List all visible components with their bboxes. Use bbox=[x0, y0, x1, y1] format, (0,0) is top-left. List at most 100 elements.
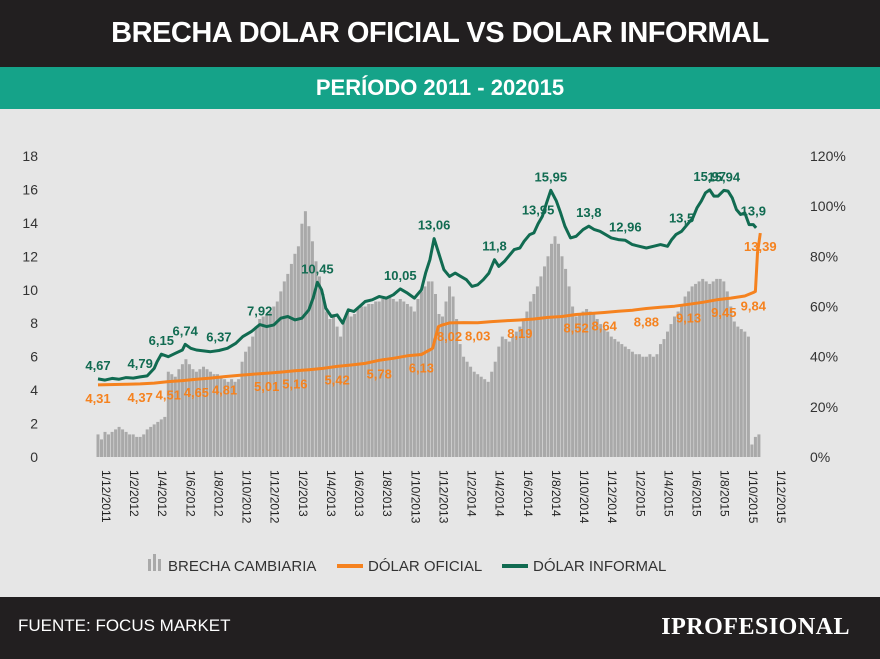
brecha-bar bbox=[177, 369, 181, 457]
brecha-bar bbox=[261, 316, 265, 457]
y-axis-left-tick-label: 4 bbox=[30, 382, 38, 398]
brecha-bar bbox=[318, 276, 321, 457]
source-text: FUENTE: FOCUS MARKET bbox=[18, 616, 231, 635]
informal-data-label: 4,79 bbox=[128, 356, 153, 371]
brecha-bar bbox=[444, 301, 448, 457]
brecha-bar bbox=[722, 281, 726, 457]
brecha-bar bbox=[194, 371, 198, 457]
brecha-bar bbox=[697, 281, 701, 457]
informal-data-label: 7,92 bbox=[247, 304, 272, 319]
y-axis-left-tick-label: 14 bbox=[22, 215, 38, 231]
y-axis-right-tick-label: 20% bbox=[810, 399, 838, 415]
brecha-bar bbox=[353, 314, 357, 457]
brecha-bar bbox=[514, 331, 518, 457]
brecha-bar bbox=[293, 253, 297, 457]
x-axis-tick-label: 1/4/2014 bbox=[493, 470, 507, 517]
brecha-bar bbox=[521, 319, 525, 457]
brecha-bar bbox=[332, 314, 335, 457]
brecha-bar bbox=[258, 319, 262, 457]
brecha-bar bbox=[564, 268, 568, 457]
brecha-bar bbox=[574, 316, 578, 457]
brecha-bar bbox=[750, 444, 754, 457]
brecha-bar bbox=[223, 379, 227, 457]
brecha-bar bbox=[581, 311, 585, 457]
brecha-bar bbox=[553, 236, 557, 457]
brecha-bar bbox=[648, 354, 652, 457]
brecha-bar bbox=[620, 344, 624, 457]
brecha-bar bbox=[585, 309, 589, 457]
x-axis-tick-label: 1/10/2015 bbox=[746, 470, 760, 524]
x-axis-tick-label: 1/10/2012 bbox=[240, 470, 254, 524]
brecha-bar bbox=[367, 304, 371, 457]
brecha-bar bbox=[398, 299, 402, 457]
brecha-bar bbox=[187, 364, 191, 457]
brecha-bar bbox=[644, 356, 648, 457]
y-axis-right-tick-label: 100% bbox=[810, 198, 846, 214]
legend-label-informal: DÓLAR INFORMAL bbox=[533, 558, 666, 575]
title-bar: BRECHA DOLAR OFICIAL VS DOLAR INFORMAL bbox=[0, 0, 880, 67]
y-axis-left-tick-label: 16 bbox=[22, 181, 38, 197]
brecha-bar bbox=[314, 261, 318, 457]
informal-data-label: 4,67 bbox=[85, 358, 110, 373]
x-axis-tick-label: 1/10/2014 bbox=[577, 470, 591, 524]
oficial-data-label: 8,02 bbox=[437, 329, 462, 344]
brecha-bar bbox=[753, 436, 757, 457]
brecha-bar bbox=[441, 316, 444, 457]
brecha-bar bbox=[490, 371, 494, 457]
informal-data-label: 13,5 bbox=[669, 210, 694, 225]
informal-line bbox=[97, 188, 758, 382]
brecha-bar bbox=[135, 436, 139, 457]
brecha-bar bbox=[437, 314, 441, 457]
x-axis-tick-label: 1/12/2013 bbox=[437, 470, 451, 524]
brecha-bar bbox=[409, 306, 413, 457]
brecha-bar bbox=[655, 354, 659, 457]
brecha-bar bbox=[173, 376, 177, 457]
brecha-bar bbox=[711, 281, 715, 457]
brecha-bar bbox=[251, 336, 255, 457]
brecha-bar bbox=[131, 434, 135, 457]
informal-data-label: 10,45 bbox=[301, 261, 334, 276]
x-axis-tick-label: 1/2/2015 bbox=[633, 470, 647, 517]
brecha-bar bbox=[388, 296, 392, 457]
brecha-bar bbox=[163, 416, 167, 457]
brecha-bar bbox=[690, 286, 694, 457]
brecha-bar bbox=[300, 223, 304, 457]
brecha-bar bbox=[535, 286, 539, 457]
oficial-data-label: 8,03 bbox=[465, 329, 490, 344]
informal-data-label: 6,37 bbox=[206, 330, 231, 345]
informal-data-label: 15,94 bbox=[708, 169, 741, 184]
brecha-bar bbox=[374, 301, 378, 457]
brecha-bar bbox=[335, 326, 339, 457]
brecha-bar bbox=[701, 278, 705, 457]
brecha-bar bbox=[546, 256, 550, 457]
brecha-bar bbox=[680, 304, 684, 457]
brecha-bar bbox=[746, 336, 750, 457]
brecha-bar bbox=[718, 278, 722, 457]
brecha-bar bbox=[384, 299, 388, 457]
brecha-bar bbox=[486, 381, 490, 458]
brecha-bar bbox=[96, 434, 100, 457]
brecha-bar bbox=[448, 286, 451, 457]
oficial-data-label: 5,78 bbox=[367, 366, 392, 381]
brecha-bar bbox=[381, 299, 385, 457]
brecha-bar bbox=[609, 336, 613, 457]
oficial-data-label: 8,19 bbox=[507, 326, 532, 341]
brecha-bar bbox=[103, 431, 107, 457]
x-axis-tick-label: 1/2/2014 bbox=[465, 470, 479, 517]
brecha-bar bbox=[356, 309, 360, 457]
y-axis-right-tick-label: 0% bbox=[810, 449, 830, 465]
brecha-bar bbox=[275, 301, 279, 457]
legend-informal-swatch bbox=[502, 564, 528, 568]
brecha-bar bbox=[328, 319, 332, 457]
brecha-bar bbox=[651, 356, 655, 457]
brecha-bar bbox=[725, 291, 729, 457]
brecha-bar bbox=[272, 306, 276, 457]
informal-data-label: 10,05 bbox=[384, 268, 417, 283]
brecha-bar bbox=[637, 354, 641, 457]
brecha-bar bbox=[497, 346, 501, 457]
brecha-bar bbox=[180, 364, 184, 457]
brecha-bar bbox=[451, 296, 455, 457]
brecha-bar bbox=[532, 294, 536, 457]
informal-data-label: 6,74 bbox=[173, 323, 199, 338]
brecha-bar bbox=[310, 241, 314, 457]
